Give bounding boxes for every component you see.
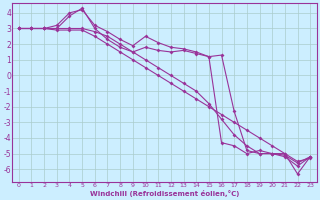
X-axis label: Windchill (Refroidissement éolien,°C): Windchill (Refroidissement éolien,°C) [90,190,239,197]
